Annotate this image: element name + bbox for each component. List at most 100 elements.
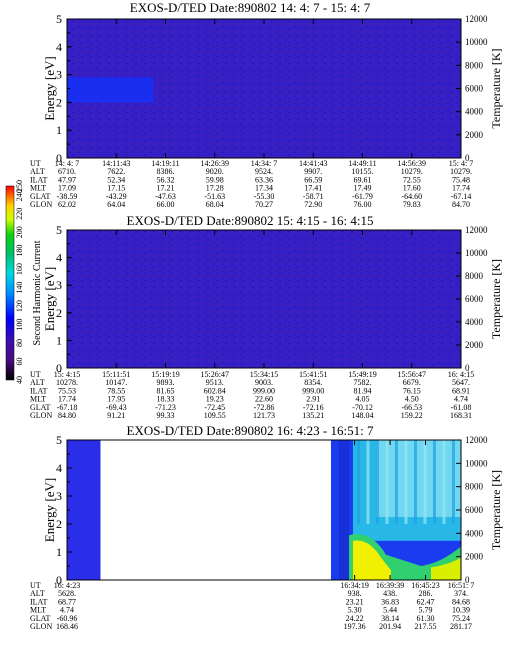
orbit-value: 15: 4:15 (54, 370, 80, 379)
orbit-value: 10278. (56, 378, 78, 387)
right-y-tick-label: 12000 (465, 435, 488, 445)
orbit-value: 17.74 (58, 395, 76, 404)
orbit-value: 197.36 (344, 622, 366, 631)
y-tick-label: 2 (56, 95, 62, 109)
y-tick-label: 2 (56, 517, 62, 531)
orbit-value: 68.04 (206, 200, 224, 209)
colorbar-tick-label: 220 (15, 208, 24, 220)
orbit-value: 15:26:47 (201, 370, 229, 379)
orbit-value: 15:41:51 (299, 370, 327, 379)
right-y-tick-label: 8000 (465, 271, 484, 281)
orbit-value: -70.12 (352, 403, 373, 412)
orbit-value: 121.73 (253, 411, 275, 420)
right-y-tick-label: 4000 (465, 317, 484, 327)
y-tick-label: 1 (56, 333, 62, 347)
orbit-row-label: UT (30, 370, 41, 379)
orbit-value: 602.84 (204, 386, 226, 395)
orbit-row-label: GLAT (30, 192, 51, 201)
orbit-value: 17.95 (107, 395, 125, 404)
right-y-tick-label: 8000 (465, 60, 484, 70)
right-y-tick-label: 12000 (465, 225, 488, 235)
orbit-value: 64.04 (107, 200, 125, 209)
orbit-value: 5647. (452, 378, 470, 387)
orbit-value: 62.02 (58, 200, 76, 209)
orbit-value: 23.21 (346, 597, 364, 606)
orbit-value: 17.49 (354, 184, 372, 193)
orbit-value: -58.71 (303, 192, 324, 201)
orbit-row-label: ALT (30, 589, 45, 598)
y-tick-label: 4 (56, 461, 62, 475)
orbit-value: 14: 4: 7 (55, 159, 79, 168)
right-y-axis-label: Temperature [K] (489, 259, 503, 339)
orbit-value: 17.28 (206, 184, 224, 193)
orbit-value: 79.83 (403, 200, 421, 209)
orbit-value: -69.43 (106, 403, 127, 412)
right-y-tick-label: 4000 (465, 528, 484, 538)
orbit-value: 10155. (352, 167, 374, 176)
orbit-value: -51.63 (204, 192, 225, 201)
data-segment (330, 440, 461, 580)
panel-title: EXOS-D/TED Date:890802 14: 4: 7 - 15: 4:… (130, 0, 371, 15)
orbit-value: 61.30 (417, 614, 435, 623)
orbit-value: 999.00 (253, 386, 275, 395)
orbit-value: 7622. (107, 167, 125, 176)
right-y-tick-label: 6000 (465, 294, 484, 304)
right-y-tick-label: 0 (465, 363, 470, 373)
orbit-value: 81.65 (157, 386, 175, 395)
orbit-value: 4.50 (405, 395, 419, 404)
orbit-value: 10279. (450, 167, 472, 176)
y-tick-label: 5 (56, 12, 62, 26)
orbit-value: 17.74 (452, 184, 470, 193)
orbit-value: 76.15 (403, 386, 421, 395)
orbit-value: -61.08 (451, 403, 472, 412)
y-axis-label: Energy [eV] (42, 267, 57, 331)
orbit-value: -47.63 (155, 192, 176, 201)
orbit-value: 72.90 (304, 200, 322, 209)
y-tick-label: 3 (56, 489, 62, 503)
colorbar-tick-label: 250 (15, 180, 24, 192)
right-y-tick-label: 10000 (465, 248, 488, 258)
orbit-value: 36.83 (381, 597, 399, 606)
orbit-value: 8386. (157, 167, 175, 176)
orbit-value: 10147. (105, 378, 127, 387)
orbit-value: -72.86 (254, 403, 275, 412)
orbit-value: 438. (383, 589, 397, 598)
orbit-value: -72.16 (303, 403, 324, 412)
orbit-value: 14:49:11 (348, 159, 376, 168)
orbit-row-label: UT (30, 581, 41, 590)
orbit-value: 15: 4: 7 (449, 159, 473, 168)
orbit-value: 84.70 (452, 200, 470, 209)
orbit-row-label: MLT (30, 395, 46, 404)
orbit-value: -43.29 (106, 192, 127, 201)
orbit-value: 75.48 (452, 175, 470, 184)
colorbar-tick-label: 80 (15, 339, 24, 347)
orbit-value: 70.27 (255, 200, 273, 209)
colorbar-tick-label: 200 (15, 226, 24, 238)
orbit-value: 168.31 (450, 411, 472, 420)
orbit-row-label: GLAT (30, 614, 51, 623)
y-tick-label: 5 (56, 433, 62, 447)
orbit-row-label: GLON (30, 411, 52, 420)
orbit-value: 17.60 (403, 184, 421, 193)
orbit-value: -67.18 (57, 403, 78, 412)
right-y-tick-label: 2000 (465, 130, 484, 140)
colorbar-tick-label: 140 (15, 282, 24, 294)
orbit-value: 18.33 (157, 395, 175, 404)
orbit-value: 38.14 (381, 614, 399, 623)
orbit-value: -67.14 (451, 192, 472, 201)
orbit-value: 84.80 (58, 411, 76, 420)
orbit-value: -60.96 (57, 614, 78, 623)
orbit-value: 2.91 (306, 395, 320, 404)
orbit-value: -64.60 (401, 192, 422, 201)
right-y-tick-label: 0 (465, 153, 470, 163)
orbit-value: 76.00 (354, 200, 372, 209)
orbit-value: 24.22 (346, 614, 364, 623)
orbit-value: -71.23 (155, 403, 176, 412)
orbit-value: 999.00 (302, 386, 324, 395)
orbit-value: 16: 4:15 (448, 370, 474, 379)
spectrogram-panel-2: EXOS-D/TED Date:890802 15: 4:15 - 16: 4:… (30, 213, 503, 420)
orbit-value: 8354. (304, 378, 322, 387)
y-tick-label: 4 (56, 40, 62, 54)
orbit-value: 75.53 (58, 386, 76, 395)
